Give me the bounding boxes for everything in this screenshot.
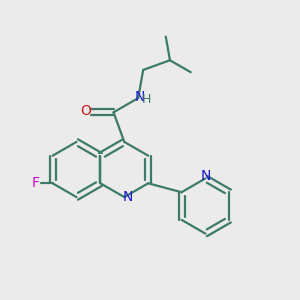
Text: O: O <box>80 104 91 118</box>
Text: N: N <box>123 190 134 204</box>
Text: N: N <box>134 90 145 104</box>
Text: F: F <box>32 176 40 190</box>
Text: N: N <box>200 169 211 183</box>
Text: H: H <box>141 93 151 106</box>
